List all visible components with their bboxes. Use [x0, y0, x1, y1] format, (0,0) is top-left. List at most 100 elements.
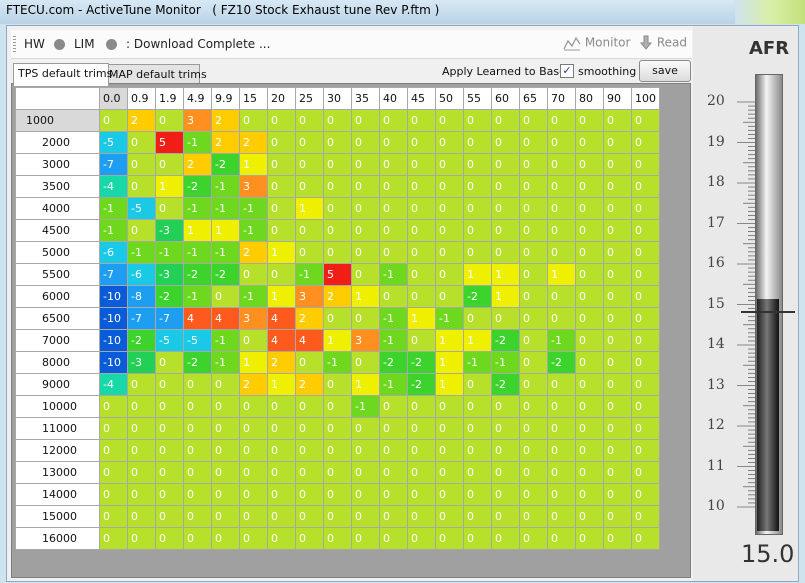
- trim-cell[interactable]: 0: [491, 527, 520, 550]
- trim-cell[interactable]: 0: [519, 175, 548, 198]
- trim-cell[interactable]: -1: [127, 241, 156, 264]
- trim-cell[interactable]: 0: [239, 417, 268, 440]
- trim-cell[interactable]: 0: [267, 153, 296, 176]
- trim-cell[interactable]: 0: [519, 527, 548, 550]
- trim-cell[interactable]: -1: [211, 197, 240, 220]
- trim-cell[interactable]: 0: [155, 461, 184, 484]
- trim-cell[interactable]: -1: [379, 307, 408, 330]
- trim-cell[interactable]: 1: [267, 241, 296, 264]
- trim-cell[interactable]: 0: [631, 329, 660, 352]
- trim-cell[interactable]: 0: [491, 483, 520, 506]
- trim-cell[interactable]: 1: [211, 219, 240, 242]
- trim-cell[interactable]: 0: [379, 439, 408, 462]
- trim-cell[interactable]: 0: [603, 219, 632, 242]
- trim-cell[interactable]: 0: [295, 439, 324, 462]
- trim-cell[interactable]: 0: [295, 505, 324, 528]
- row-header-rpm[interactable]: 3500: [15, 175, 100, 198]
- trim-cell[interactable]: 0: [463, 109, 492, 132]
- trim-cell[interactable]: 0: [379, 505, 408, 528]
- trim-cell[interactable]: 0: [155, 505, 184, 528]
- trim-cell[interactable]: 0: [631, 131, 660, 154]
- trim-cell[interactable]: -1: [183, 131, 212, 154]
- trim-cell[interactable]: 0: [99, 483, 128, 506]
- trim-cell[interactable]: 1: [267, 373, 296, 396]
- trim-cell[interactable]: 0: [351, 527, 380, 550]
- trim-cell[interactable]: 0: [267, 109, 296, 132]
- toolbar-grip[interactable]: [13, 36, 16, 52]
- trim-cell[interactable]: 0: [127, 483, 156, 506]
- trim-cell[interactable]: 0: [239, 263, 268, 286]
- trim-cell[interactable]: 0: [435, 219, 464, 242]
- trim-cell[interactable]: 0: [519, 197, 548, 220]
- trim-cell[interactable]: 0: [575, 527, 604, 550]
- trim-cell[interactable]: -1: [323, 351, 352, 374]
- trim-cell[interactable]: 0: [547, 285, 576, 308]
- trim-cell[interactable]: 0: [323, 373, 352, 396]
- trim-cell[interactable]: 0: [603, 417, 632, 440]
- trim-cell[interactable]: -10: [99, 351, 128, 374]
- trim-cell[interactable]: 0: [575, 285, 604, 308]
- trim-cell[interactable]: 0: [575, 241, 604, 264]
- trim-cell[interactable]: -7: [127, 307, 156, 330]
- trim-cell[interactable]: 1: [351, 373, 380, 396]
- trim-cell[interactable]: 4: [183, 307, 212, 330]
- trim-cell[interactable]: 0: [379, 483, 408, 506]
- trim-cell[interactable]: 0: [407, 417, 436, 440]
- trim-cell[interactable]: 0: [519, 351, 548, 374]
- trim-cell[interactable]: 0: [351, 351, 380, 374]
- trim-cell[interactable]: 0: [407, 285, 436, 308]
- trim-cell[interactable]: 0: [631, 417, 660, 440]
- trim-cell[interactable]: 0: [491, 131, 520, 154]
- trim-cell[interactable]: 0: [127, 131, 156, 154]
- trim-cell[interactable]: 0: [519, 395, 548, 418]
- trim-cell[interactable]: 1: [407, 307, 436, 330]
- column-header[interactable]: 90: [603, 87, 632, 110]
- trim-cell[interactable]: 0: [323, 131, 352, 154]
- trim-cell[interactable]: 0: [435, 263, 464, 286]
- column-header[interactable]: 35: [351, 87, 380, 110]
- trim-cell[interactable]: 0: [323, 219, 352, 242]
- trim-cell[interactable]: 4: [295, 329, 324, 352]
- column-header[interactable]: 0.0: [99, 87, 128, 110]
- row-header-rpm[interactable]: 15000: [15, 505, 100, 528]
- trim-cell[interactable]: 0: [463, 241, 492, 264]
- trim-cell[interactable]: -6: [127, 263, 156, 286]
- trim-cell[interactable]: 1: [295, 197, 324, 220]
- trim-cell[interactable]: -1: [239, 219, 268, 242]
- column-header[interactable]: 4.9: [183, 87, 212, 110]
- row-header-rpm[interactable]: 2000: [15, 131, 100, 154]
- trim-cell[interactable]: 4: [211, 307, 240, 330]
- trim-cell[interactable]: 5: [155, 131, 184, 154]
- trim-cell[interactable]: 0: [351, 131, 380, 154]
- trim-cell[interactable]: 0: [351, 505, 380, 528]
- trim-cell[interactable]: 0: [155, 197, 184, 220]
- trim-cell[interactable]: 0: [631, 439, 660, 462]
- trim-cell[interactable]: 0: [99, 505, 128, 528]
- trim-cell[interactable]: 0: [491, 505, 520, 528]
- trim-cell[interactable]: -2: [547, 351, 576, 374]
- trim-cell[interactable]: 0: [575, 417, 604, 440]
- column-header[interactable]: 1.9: [155, 87, 184, 110]
- trim-cell[interactable]: 0: [239, 461, 268, 484]
- trim-cell[interactable]: 0: [267, 439, 296, 462]
- trim-cell[interactable]: 1: [239, 351, 268, 374]
- trim-cell[interactable]: 0: [295, 131, 324, 154]
- trim-cell[interactable]: 0: [211, 483, 240, 506]
- trim-cell[interactable]: 0: [463, 483, 492, 506]
- trim-cell[interactable]: 2: [127, 109, 156, 132]
- column-header[interactable]: 20: [267, 87, 296, 110]
- trim-cell[interactable]: 0: [379, 395, 408, 418]
- trim-cell[interactable]: 0: [435, 197, 464, 220]
- trim-cell[interactable]: 0: [491, 417, 520, 440]
- trim-cell[interactable]: -3: [127, 351, 156, 374]
- trim-cell[interactable]: -2: [463, 285, 492, 308]
- trim-cell[interactable]: 0: [463, 219, 492, 242]
- trim-cell[interactable]: 0: [99, 461, 128, 484]
- trim-table-viewport[interactable]: 0.0 0.9 1.9 4.9 9.9 15 20 25 30 35 40 45 50 55 60 65 70 8…: [11, 83, 691, 578]
- row-header-rpm[interactable]: 4000: [15, 197, 100, 220]
- trim-cell[interactable]: 3: [239, 175, 268, 198]
- trim-cell[interactable]: -1: [99, 219, 128, 242]
- trim-cell[interactable]: 2: [267, 351, 296, 374]
- trim-cell[interactable]: -1: [211, 175, 240, 198]
- trim-cell[interactable]: 0: [575, 373, 604, 396]
